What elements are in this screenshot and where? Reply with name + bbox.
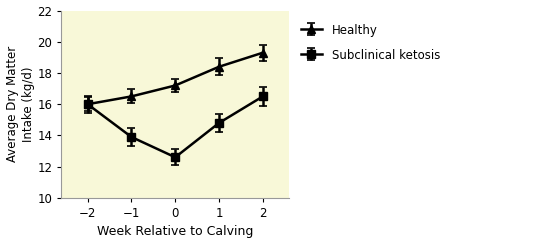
X-axis label: Week Relative to Calving: Week Relative to Calving [97,225,254,238]
Legend: Healthy, Subclinical ketosis: Healthy, Subclinical ketosis [298,20,443,65]
Y-axis label: Average Dry Matter
Intake (kg/d): Average Dry Matter Intake (kg/d) [6,46,35,162]
